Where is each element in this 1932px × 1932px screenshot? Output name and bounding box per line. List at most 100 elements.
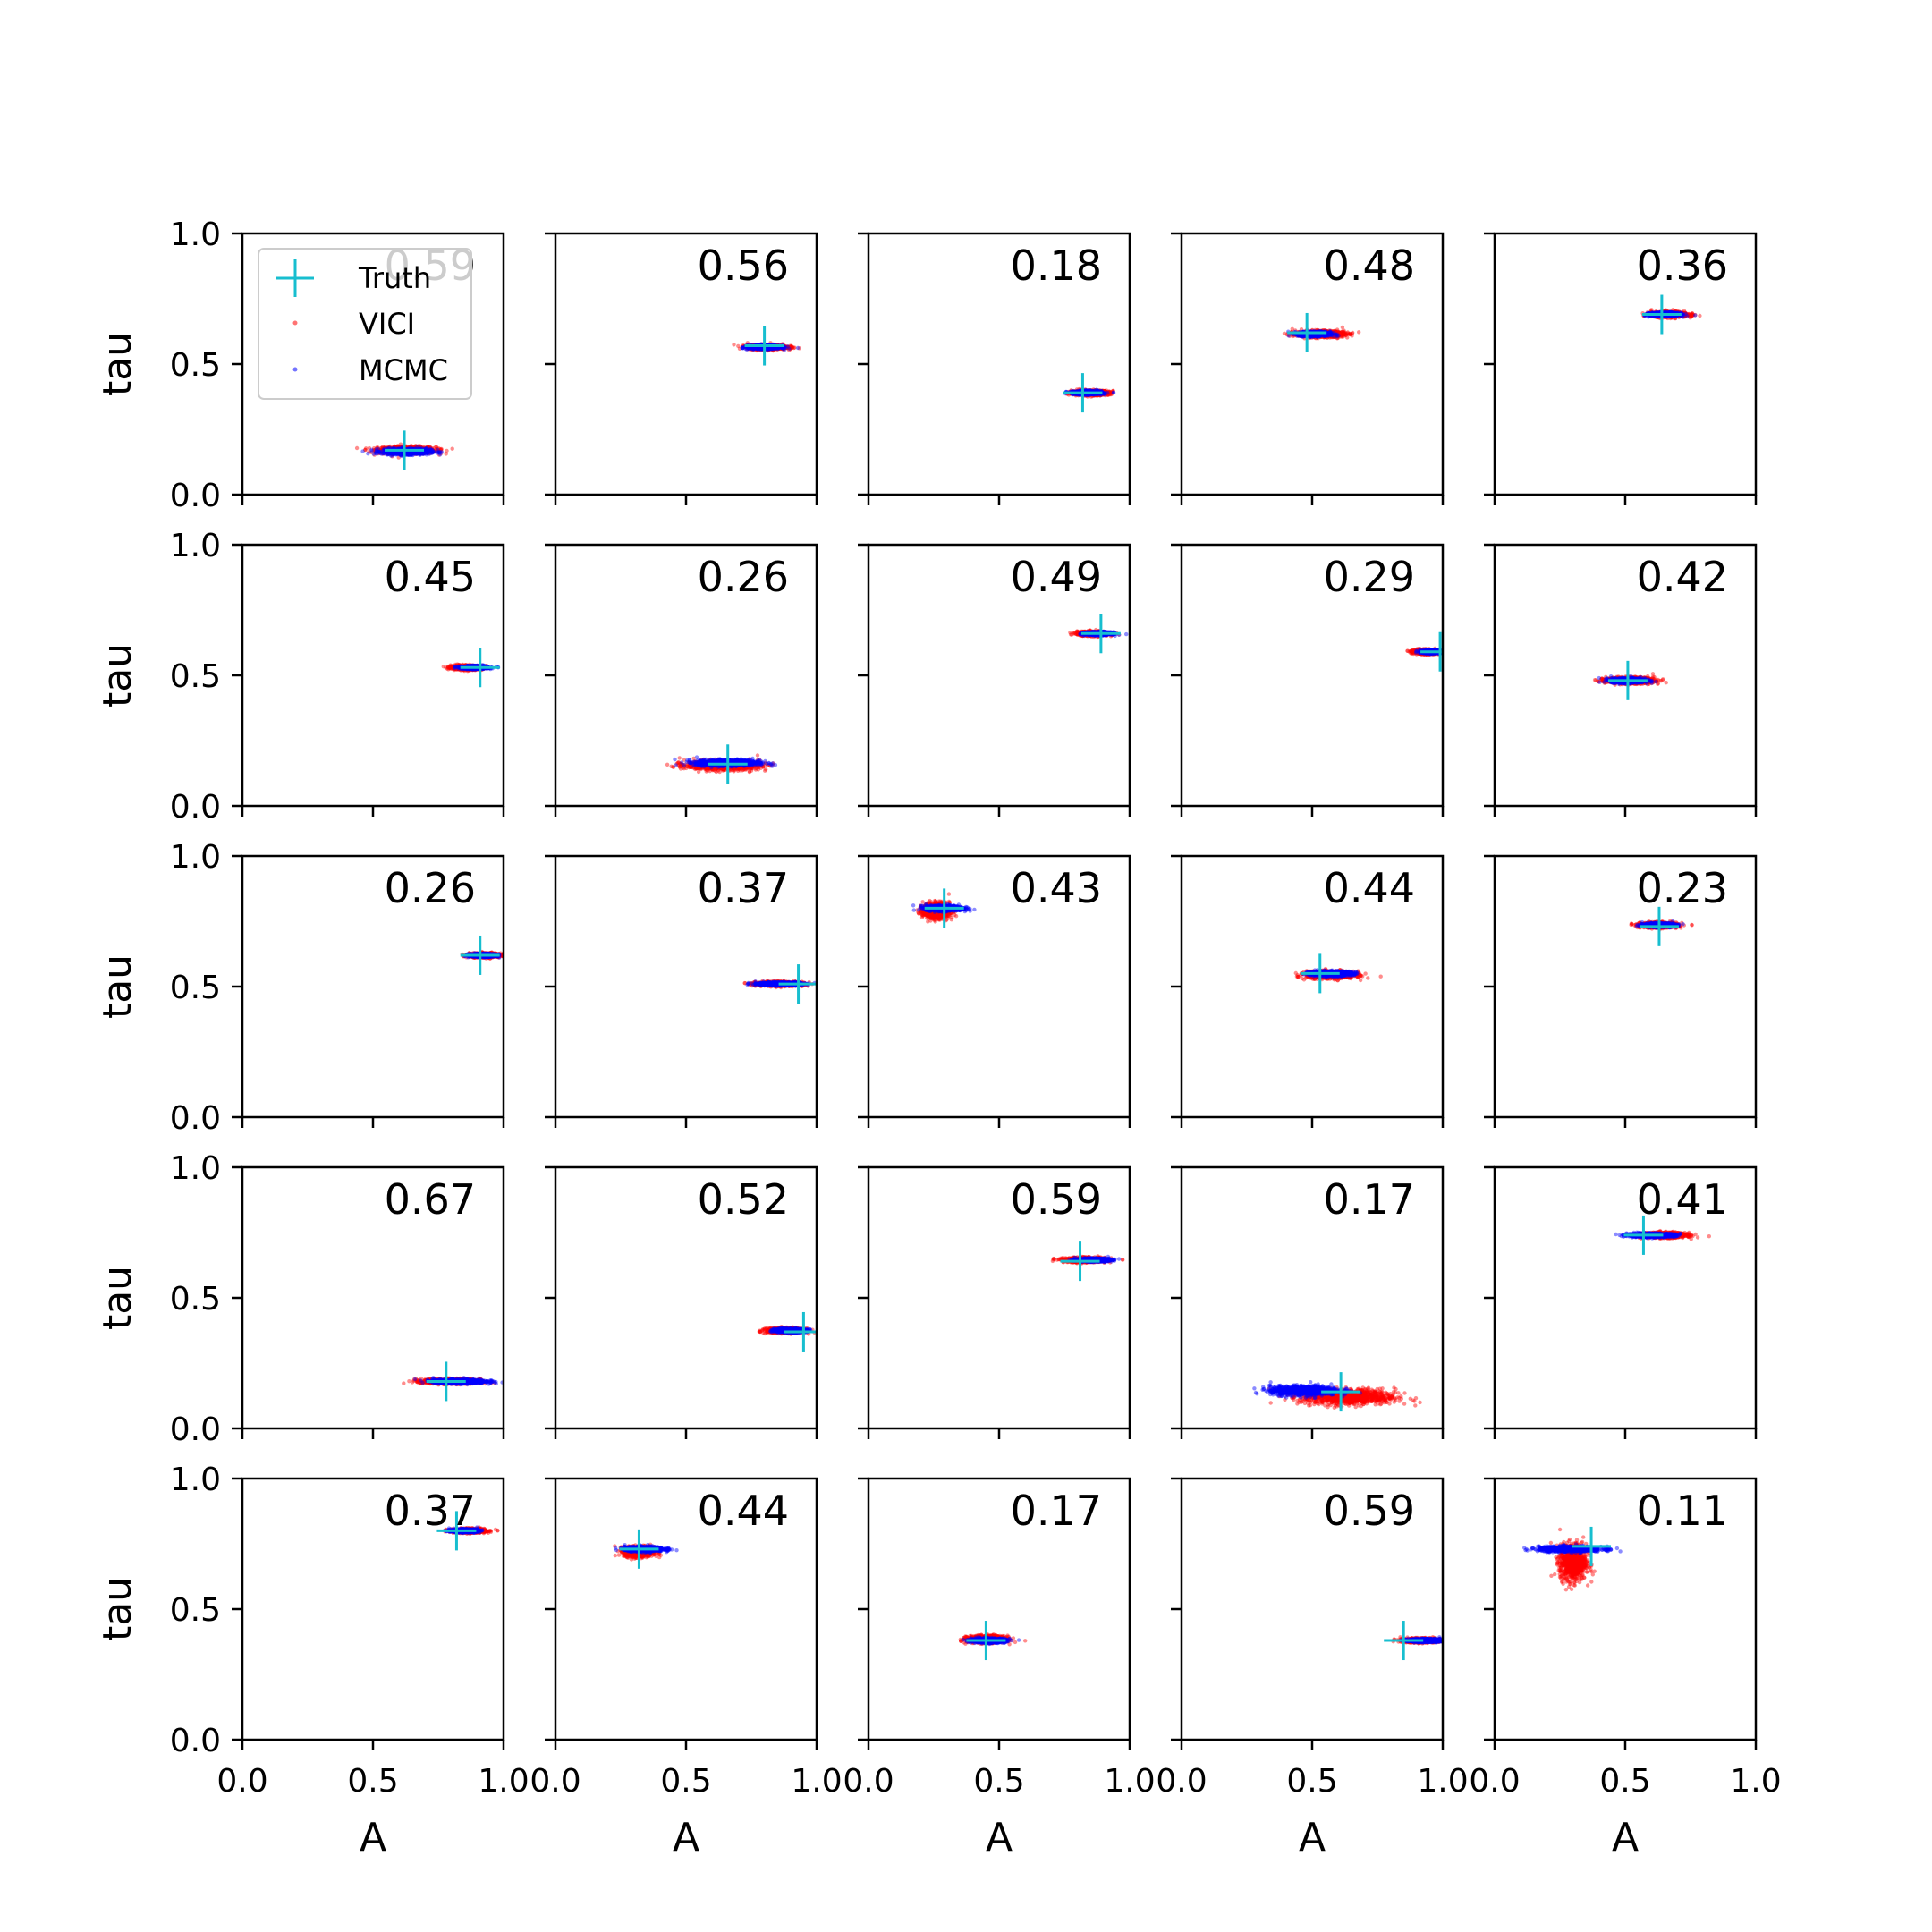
vici-point — [1106, 390, 1111, 395]
vici-point — [426, 446, 430, 451]
vici-point — [395, 445, 400, 449]
vici-point — [780, 346, 784, 351]
mcmc-point — [423, 450, 428, 454]
vici-point — [1104, 390, 1108, 394]
mcmc-point — [374, 448, 378, 453]
vici-point — [791, 344, 795, 350]
vici-point — [372, 448, 377, 453]
vici-point — [1094, 393, 1098, 398]
vici-point — [771, 346, 775, 352]
vici-point — [411, 445, 417, 450]
vici-point — [429, 448, 434, 453]
vici-point — [766, 346, 770, 351]
vici-point — [776, 346, 781, 351]
mcmc-point — [369, 449, 374, 453]
mcmc-point — [771, 346, 775, 351]
vici-point — [428, 447, 433, 453]
vici-point — [757, 346, 761, 351]
mcmc-point — [382, 451, 386, 455]
vici-point — [789, 344, 793, 350]
vici-point — [381, 452, 386, 456]
vici-point — [384, 450, 389, 455]
vici-point — [425, 445, 429, 450]
vici-point — [424, 447, 428, 452]
vici-point — [771, 346, 776, 351]
mcmc-point — [386, 451, 391, 455]
vici-point — [385, 451, 390, 456]
mcmc-point — [381, 451, 386, 455]
vici-point — [757, 347, 761, 352]
vici-point — [424, 449, 428, 453]
vici-point — [756, 346, 760, 351]
vici-point — [411, 445, 415, 450]
vici-point — [767, 348, 771, 352]
mcmc-point — [780, 346, 784, 351]
vici-point — [767, 346, 772, 351]
vici-point — [755, 346, 759, 351]
vici-point — [432, 450, 436, 454]
mcmc-point — [381, 448, 386, 453]
vici-point — [756, 346, 760, 351]
vici-point — [393, 445, 398, 449]
vici-point — [775, 346, 779, 352]
vici-point — [753, 346, 758, 351]
vici-point — [380, 450, 385, 454]
mcmc-point — [400, 451, 404, 456]
vici-point — [415, 451, 419, 455]
vici-point — [747, 347, 751, 352]
vici-point — [432, 448, 436, 453]
vici-point — [395, 444, 400, 448]
vici-point — [792, 345, 797, 350]
vici-point — [430, 446, 435, 451]
vici-point — [375, 445, 379, 450]
vici-point — [769, 347, 775, 352]
vici-point — [405, 451, 410, 455]
mcmc-point — [412, 451, 417, 456]
mcmc-point — [404, 451, 409, 455]
mcmc-point — [755, 346, 759, 352]
mcmc-point — [385, 453, 389, 457]
mcmc-point — [399, 451, 404, 455]
mcmc-point — [439, 450, 445, 454]
mcmc-point — [436, 450, 442, 454]
mcmc-point — [407, 451, 411, 456]
vici-point — [771, 348, 775, 353]
mcmc-point — [425, 449, 429, 453]
vici-point — [768, 341, 773, 345]
vici-point — [775, 346, 779, 351]
mcmc-point — [425, 450, 429, 454]
vici-point — [397, 445, 402, 450]
mcmc-point — [418, 445, 423, 450]
mcmc-point — [774, 346, 779, 351]
mcmc-point — [787, 346, 792, 351]
vici-point — [406, 445, 411, 450]
vici-point — [429, 448, 434, 453]
vici-point — [770, 346, 775, 352]
mcmc-point — [413, 450, 418, 455]
mcmc-point — [406, 451, 411, 455]
mcmc-point — [429, 450, 435, 454]
vici-point — [775, 347, 779, 352]
mcmc-point — [378, 451, 383, 456]
vici-point — [1095, 394, 1099, 398]
vici-point — [430, 449, 436, 453]
vici-point — [430, 447, 435, 452]
vici-point — [411, 451, 416, 455]
vici-point — [788, 344, 792, 350]
vici-point — [397, 445, 402, 450]
vici-point — [406, 445, 411, 450]
mcmc-point — [767, 346, 772, 351]
vici-point — [758, 348, 763, 352]
vici-point — [765, 346, 769, 351]
vici-point — [776, 346, 781, 352]
mcmc-point — [416, 450, 420, 455]
mcmc-point — [436, 450, 441, 455]
vici-point — [422, 445, 428, 450]
vici-point — [416, 445, 420, 450]
vici-point — [790, 345, 794, 350]
mcmc-point — [436, 450, 440, 454]
vici-point — [769, 346, 774, 351]
mcmc-point — [398, 450, 403, 455]
vici-point — [373, 447, 378, 452]
mcmc-point — [392, 453, 396, 457]
